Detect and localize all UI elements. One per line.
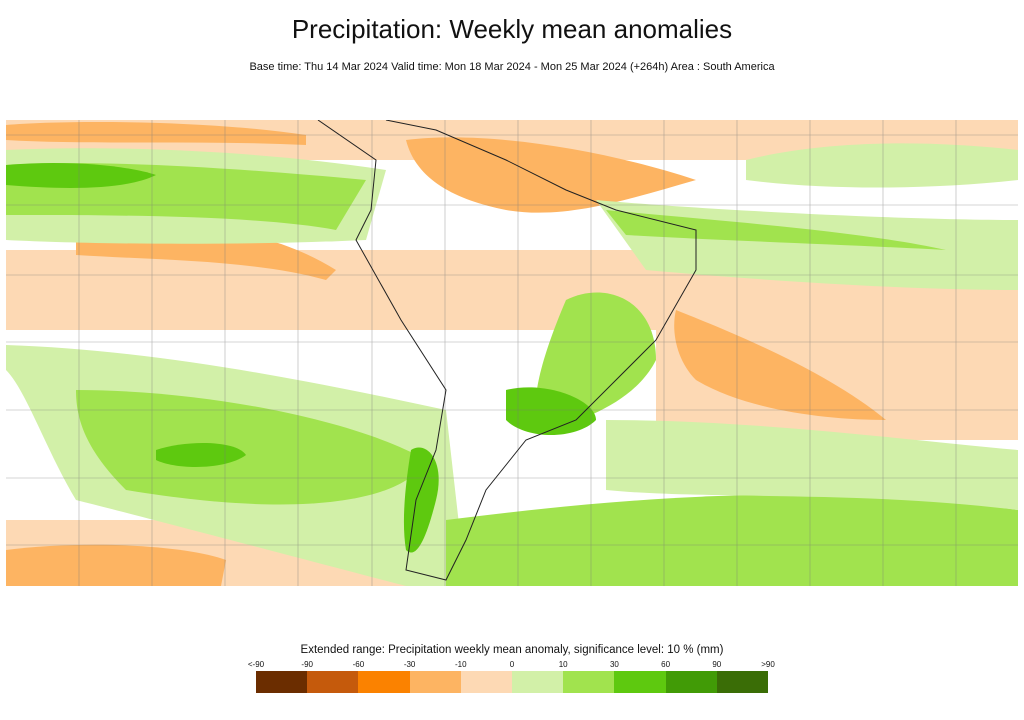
- legend-label: 90: [712, 660, 722, 669]
- legend-swatch: [614, 671, 666, 693]
- legend-swatch: [307, 671, 359, 693]
- legend-label: 30: [609, 660, 619, 669]
- legend-label: -30: [403, 660, 416, 669]
- anomaly-orange-west: [6, 122, 306, 145]
- anomaly-green-south-pacific: [76, 390, 426, 505]
- chart-title: Precipitation: Weekly mean anomalies: [291, 14, 733, 44]
- legend-swatch: [716, 671, 769, 693]
- legend-swatch: [563, 671, 615, 693]
- legend-swatch: [409, 671, 461, 693]
- legend-title: Extended range: Precipitation weekly mea…: [300, 644, 724, 656]
- anomaly-orange-south: [6, 544, 226, 586]
- legend-label: 60: [661, 660, 671, 669]
- anomaly-green-dark-pacific: [156, 443, 246, 467]
- legend-label: -10: [455, 660, 467, 669]
- legend-swatch: [256, 671, 308, 693]
- legend-swatch: [460, 671, 513, 693]
- legend-swatch: [665, 671, 717, 693]
- graticule: [6, 120, 1018, 586]
- legend-labels: <-90 -90 -60 -30 -10 0 10 30 60 90 >90: [248, 660, 775, 672]
- chart-subtitle: Base time: Thu 14 Mar 2024 Valid time: M…: [249, 61, 775, 73]
- anomaly-green-atlantic: [606, 210, 946, 250]
- anomaly-orange-atlantic: [674, 310, 886, 420]
- legend-swatch: [512, 671, 564, 693]
- anomaly-light-green-south-atlantic: [606, 420, 1018, 510]
- legend-colorbar: [256, 671, 769, 693]
- anomaly-fields: [6, 120, 1018, 586]
- anomaly-green-south-atlantic: [446, 494, 1018, 586]
- legend-label: 0: [509, 660, 515, 669]
- legend-label: -90: [301, 660, 313, 669]
- anomaly-orange-north: [406, 137, 696, 213]
- coastline: [317, 120, 697, 581]
- legend-label: >90: [761, 660, 775, 669]
- legend-label: <-90: [247, 660, 265, 669]
- anomaly-green-la-plata: [506, 387, 596, 435]
- legend-label: 10: [558, 660, 568, 669]
- anomaly-green-dark-north: [6, 163, 156, 188]
- precipitation-anomaly-map: [6, 120, 1018, 586]
- anomaly-light-green-ne: [746, 143, 1018, 188]
- legend-label: -60: [352, 660, 365, 669]
- legend-swatch: [358, 671, 410, 693]
- anomaly-light-orange: [6, 120, 1018, 586]
